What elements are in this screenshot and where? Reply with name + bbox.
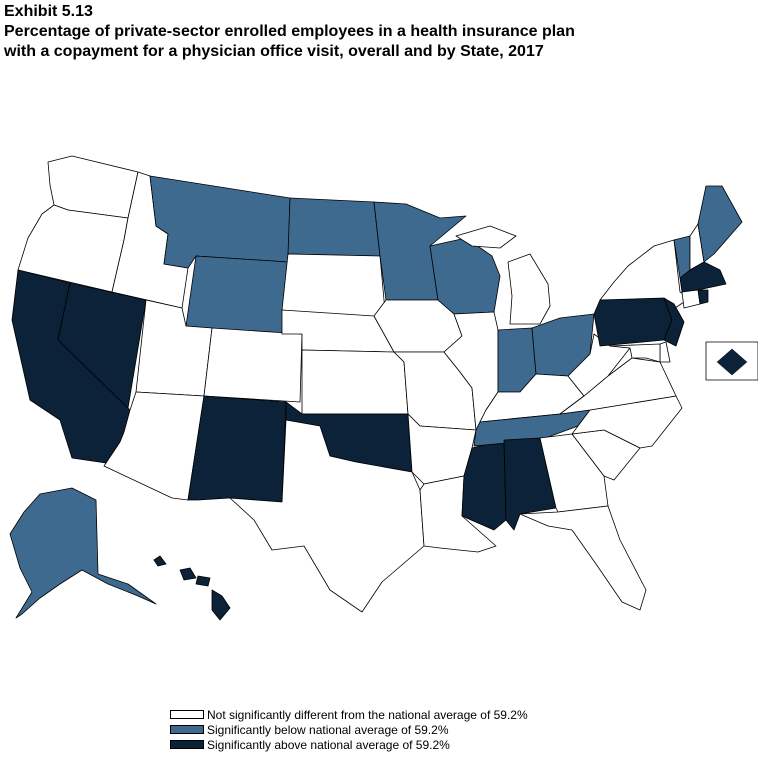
title-line-2: with a copayment for a physician office … (4, 43, 544, 60)
state-ri (697, 289, 709, 305)
legend-label-not-significant: Not significantly different from the nat… (207, 707, 528, 722)
state-mt (149, 175, 291, 269)
legend-swatch-above (170, 740, 204, 749)
legend-item-not-significant: Not significantly different from the nat… (170, 707, 528, 722)
states-layer (9, 155, 758, 621)
state-wy (185, 255, 289, 335)
exhibit-label: Exhibit 5.13 (4, 3, 93, 20)
legend-item-above: Significantly above national average of … (170, 737, 528, 752)
state-fl (519, 505, 647, 611)
state-nj (663, 297, 685, 347)
state-ct (681, 289, 701, 309)
state-co (203, 327, 303, 403)
legend-swatch-not-significant (170, 710, 204, 719)
map-title: Percentage of private-sector enrolled em… (4, 22, 749, 62)
legend-label-below: Significantly below national average of … (207, 722, 449, 737)
state-ks (301, 349, 409, 415)
state-ak (9, 487, 157, 619)
dc-inset-shape (715, 347, 749, 377)
state-hi (153, 555, 231, 621)
state-de (659, 341, 671, 363)
state-mi (455, 225, 551, 325)
state-md (609, 343, 661, 363)
legend-swatch-below (170, 725, 204, 734)
legend-label-above: Significantly above national average of … (207, 737, 450, 752)
state-nd (287, 197, 381, 257)
legend: Not significantly different from the nat… (170, 707, 528, 752)
legend-item-below: Significantly below national average of … (170, 722, 528, 737)
state-pa (593, 297, 673, 347)
state-me (697, 185, 743, 263)
state-wi (429, 237, 501, 315)
title-line-1: Percentage of private-sector enrolled em… (4, 23, 575, 40)
state-nm (187, 395, 287, 503)
